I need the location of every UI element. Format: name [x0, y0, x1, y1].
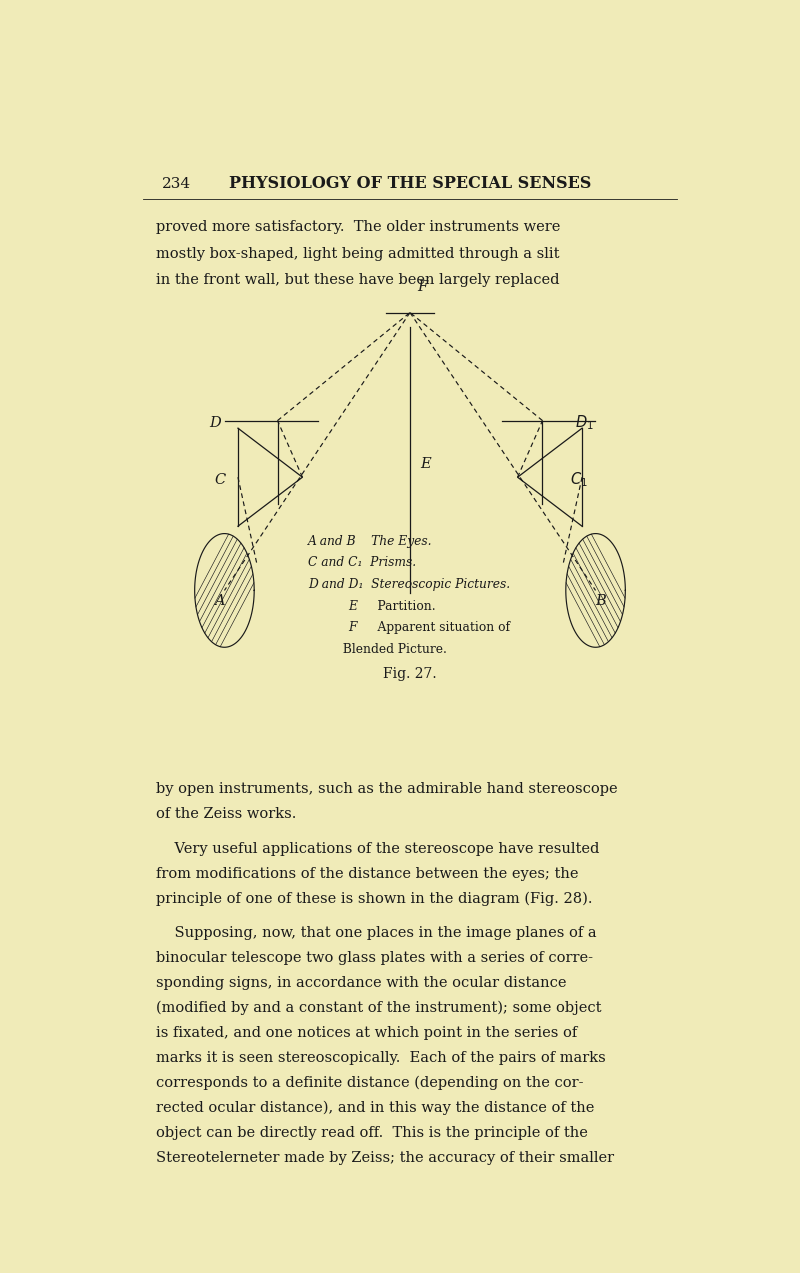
Text: marks it is seen stereoscopically.  Each of the pairs of marks: marks it is seen stereoscopically. Each …	[156, 1051, 606, 1066]
Text: from modifications of the distance between the eyes; the: from modifications of the distance betwe…	[156, 867, 578, 881]
Text: Stereotelerneter made by Zeiss; the accuracy of their smaller: Stereotelerneter made by Zeiss; the accu…	[156, 1151, 614, 1165]
Text: C: C	[214, 474, 226, 488]
Text: binocular telescope two glass plates with a series of corre-: binocular telescope two glass plates wit…	[156, 951, 593, 965]
Text: Supposing, now, that one places in the image planes of a: Supposing, now, that one places in the i…	[156, 927, 597, 941]
Text: F: F	[418, 280, 427, 294]
Text: A: A	[214, 594, 225, 608]
Text: corresponds to a definite distance (depending on the cor-: corresponds to a definite distance (depe…	[156, 1076, 583, 1091]
Text: object can be directly read off.  This is the principle of the: object can be directly read off. This is…	[156, 1127, 588, 1141]
Text: PHYSIOLOGY OF THE SPECIAL SENSES: PHYSIOLOGY OF THE SPECIAL SENSES	[229, 176, 591, 192]
Text: $D_1$: $D_1$	[574, 414, 594, 432]
Text: sponding signs, in accordance with the ocular distance: sponding signs, in accordance with the o…	[156, 976, 566, 990]
Text: in the front wall, but these have been largely replaced: in the front wall, but these have been l…	[156, 274, 559, 288]
Text: Fig. 27.: Fig. 27.	[383, 667, 437, 681]
Text: (modified by and a constant of the instrument); some object: (modified by and a constant of the instr…	[156, 1001, 602, 1016]
Text: F: F	[348, 621, 357, 634]
Text: E: E	[348, 600, 357, 612]
Text: proved more satisfactory.  The older instruments were: proved more satisfactory. The older inst…	[156, 220, 560, 234]
Text: of the Zeiss works.: of the Zeiss works.	[156, 807, 296, 821]
Text: B: B	[595, 594, 606, 608]
Text: Apparent situation of: Apparent situation of	[362, 621, 510, 634]
Text: is fixated, and one notices at which point in the series of: is fixated, and one notices at which poi…	[156, 1026, 577, 1040]
Text: D: D	[210, 416, 221, 430]
Text: E: E	[420, 457, 430, 471]
Text: rected ocular distance), and in this way the distance of the: rected ocular distance), and in this way…	[156, 1101, 594, 1115]
Text: C and C₁  Prisms.: C and C₁ Prisms.	[308, 556, 416, 569]
Text: mostly box-shaped, light being admitted through a slit: mostly box-shaped, light being admitted …	[156, 247, 559, 261]
Text: Blended Picture.: Blended Picture.	[308, 643, 446, 656]
Text: principle of one of these is shown in the diagram (Fig. 28).: principle of one of these is shown in th…	[156, 891, 592, 905]
Text: $C_1$: $C_1$	[570, 470, 587, 489]
Text: 234: 234	[162, 177, 191, 191]
Text: D and D₁  Stereoscopic Pictures.: D and D₁ Stereoscopic Pictures.	[308, 578, 510, 591]
Text: by open instruments, such as the admirable hand stereoscope: by open instruments, such as the admirab…	[156, 782, 618, 796]
Text: Very useful applications of the stereoscope have resulted: Very useful applications of the stereosc…	[156, 841, 599, 855]
Text: Partition.: Partition.	[362, 600, 435, 612]
Text: A and B    The Eyes.: A and B The Eyes.	[308, 535, 432, 547]
